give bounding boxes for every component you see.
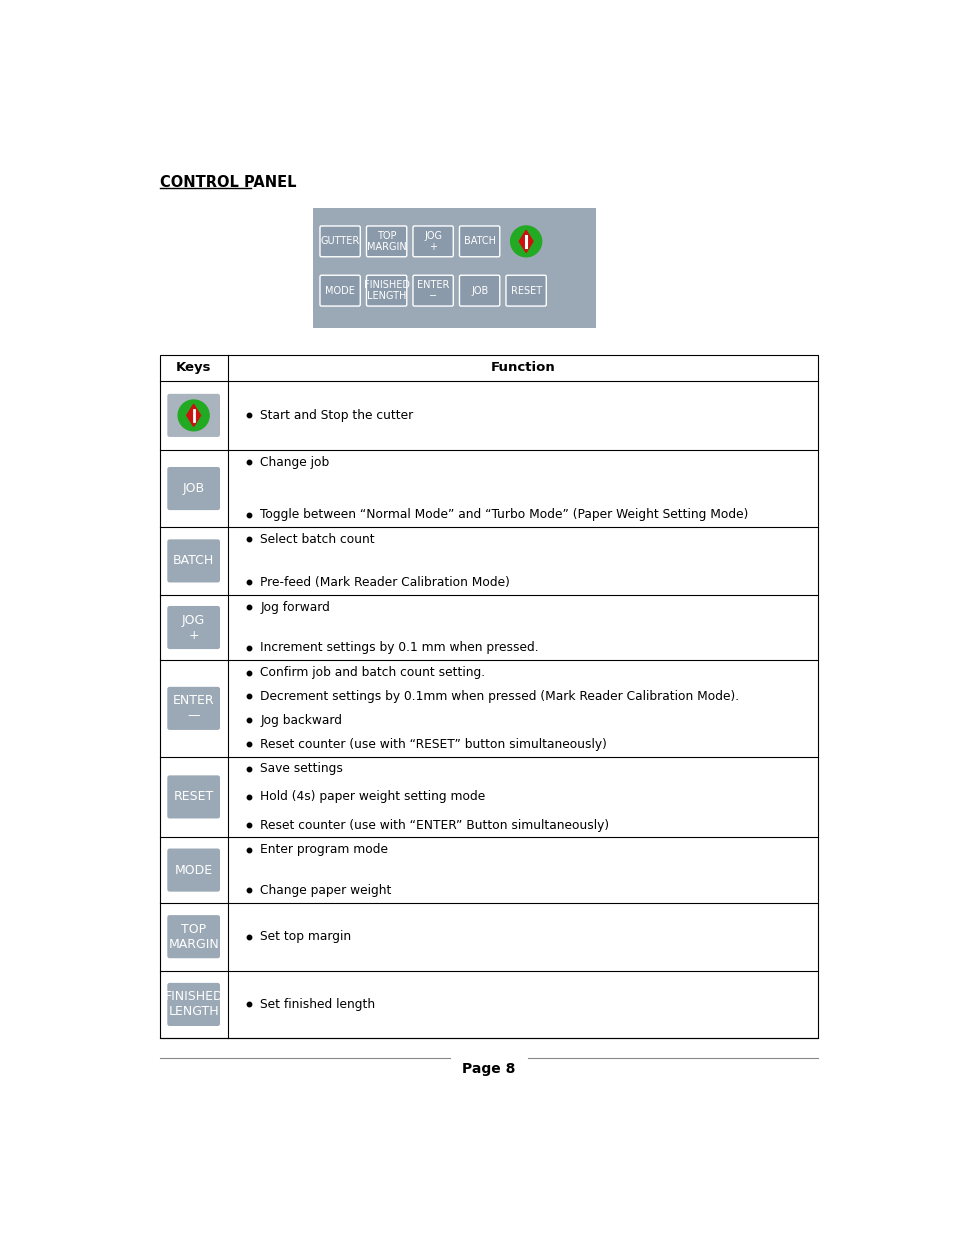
Text: Reset counter (use with “ENTER” Button simultaneously): Reset counter (use with “ENTER” Button s… xyxy=(260,819,609,831)
Text: Pre-feed (Mark Reader Calibration Mode): Pre-feed (Mark Reader Calibration Mode) xyxy=(260,576,510,589)
Text: GUTTER: GUTTER xyxy=(320,236,359,246)
Text: Page 8: Page 8 xyxy=(462,1062,515,1076)
FancyBboxPatch shape xyxy=(167,915,220,958)
Text: JOG
+: JOG + xyxy=(424,231,441,252)
Text: Toggle between “Normal Mode” and “Turbo Mode” (Paper Weight Setting Mode): Toggle between “Normal Mode” and “Turbo … xyxy=(260,509,748,521)
Text: TOP
MARGIN: TOP MARGIN xyxy=(168,923,219,951)
FancyBboxPatch shape xyxy=(167,606,220,650)
Text: Increment settings by 0.1 mm when pressed.: Increment settings by 0.1 mm when presse… xyxy=(260,641,538,655)
FancyBboxPatch shape xyxy=(319,226,360,257)
FancyBboxPatch shape xyxy=(313,209,596,327)
Text: ENTER
—: ENTER — xyxy=(172,694,214,722)
Text: Jog forward: Jog forward xyxy=(260,600,330,614)
Text: Set finished length: Set finished length xyxy=(260,998,375,1011)
FancyBboxPatch shape xyxy=(167,394,220,437)
FancyBboxPatch shape xyxy=(413,226,453,257)
Text: Set top margin: Set top margin xyxy=(260,930,351,944)
Text: Select batch count: Select batch count xyxy=(260,532,375,546)
FancyBboxPatch shape xyxy=(366,275,406,306)
Text: JOG
+: JOG + xyxy=(182,614,205,641)
FancyBboxPatch shape xyxy=(167,848,220,892)
Text: Change job: Change job xyxy=(260,456,329,469)
Bar xyxy=(159,354,818,1039)
FancyBboxPatch shape xyxy=(167,687,220,730)
Text: Decrement settings by 0.1mm when pressed (Mark Reader Calibration Mode).: Decrement settings by 0.1mm when pressed… xyxy=(260,690,739,703)
Text: Enter program mode: Enter program mode xyxy=(260,844,388,856)
FancyBboxPatch shape xyxy=(459,275,499,306)
Text: TOP
MARGIN: TOP MARGIN xyxy=(366,231,406,252)
Text: BATCH: BATCH xyxy=(463,236,496,246)
Text: MODE: MODE xyxy=(325,285,355,295)
Text: JOB: JOB xyxy=(471,285,488,295)
Polygon shape xyxy=(187,404,200,426)
Text: Confirm job and batch count setting.: Confirm job and batch count setting. xyxy=(260,666,485,679)
FancyBboxPatch shape xyxy=(319,275,360,306)
Text: CONTROL PANEL: CONTROL PANEL xyxy=(159,174,295,190)
FancyBboxPatch shape xyxy=(413,275,453,306)
Text: Reset counter (use with “RESET” button simultaneously): Reset counter (use with “RESET” button s… xyxy=(260,737,606,751)
Text: Hold (4s) paper weight setting mode: Hold (4s) paper weight setting mode xyxy=(260,790,485,804)
Polygon shape xyxy=(518,230,533,252)
Text: MODE: MODE xyxy=(174,863,213,877)
Text: Save settings: Save settings xyxy=(260,762,343,776)
Text: Jog backward: Jog backward xyxy=(260,714,342,727)
Text: ENTER
−: ENTER − xyxy=(416,280,449,301)
Text: FINISHED
LENGTH: FINISHED LENGTH xyxy=(363,280,409,301)
FancyBboxPatch shape xyxy=(167,467,220,510)
FancyBboxPatch shape xyxy=(167,983,220,1026)
Text: Change paper weight: Change paper weight xyxy=(260,884,392,897)
Text: FINISHED
LENGTH: FINISHED LENGTH xyxy=(164,990,223,1019)
Text: RESET: RESET xyxy=(510,285,541,295)
FancyBboxPatch shape xyxy=(459,226,499,257)
FancyBboxPatch shape xyxy=(366,226,406,257)
FancyBboxPatch shape xyxy=(505,275,546,306)
Text: Start and Stop the cutter: Start and Stop the cutter xyxy=(260,409,413,422)
FancyBboxPatch shape xyxy=(167,776,220,819)
Text: Function: Function xyxy=(490,361,555,374)
Text: Keys: Keys xyxy=(175,361,212,374)
Text: BATCH: BATCH xyxy=(172,555,214,567)
Circle shape xyxy=(178,400,209,431)
Text: JOB: JOB xyxy=(182,482,205,495)
Circle shape xyxy=(510,226,541,257)
FancyBboxPatch shape xyxy=(167,540,220,583)
Text: RESET: RESET xyxy=(173,790,213,804)
